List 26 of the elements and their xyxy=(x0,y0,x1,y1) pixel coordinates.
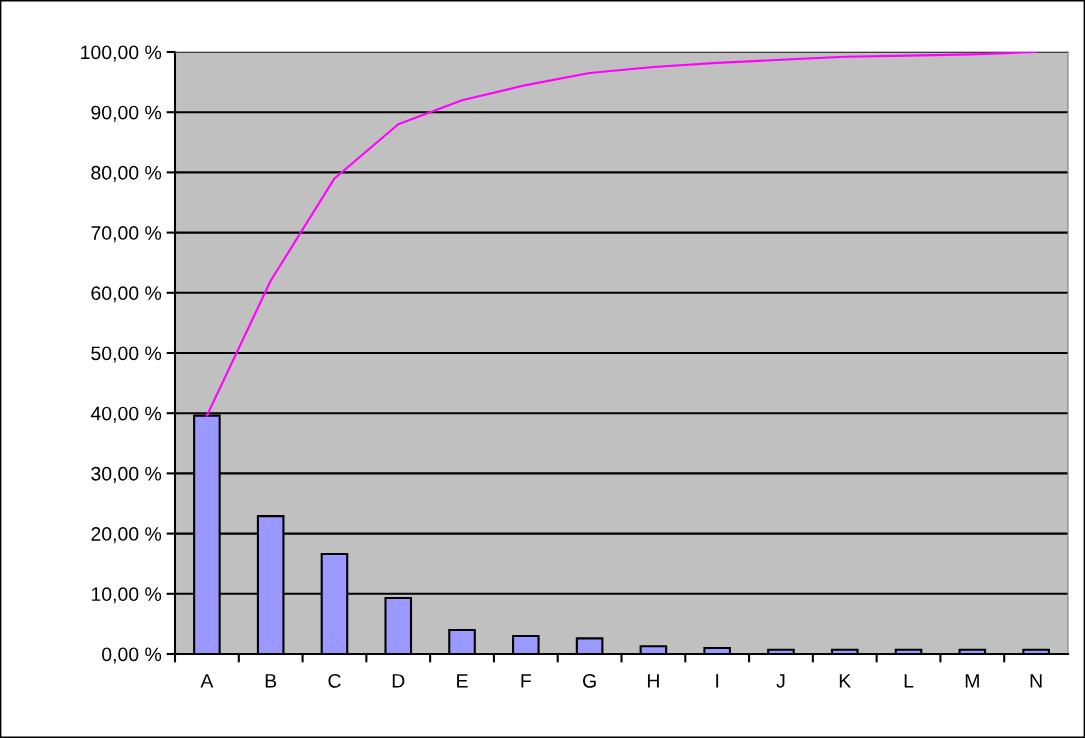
y-tick-label: 20,00 % xyxy=(91,527,162,544)
y-tick-label: 50,00 % xyxy=(91,346,162,363)
y-tick-label: 0,00 % xyxy=(102,647,162,664)
x-tick-label: E xyxy=(457,674,468,688)
y-tick-label: 90,00 % xyxy=(91,105,162,122)
x-tick-label: M xyxy=(965,674,979,688)
x-tick-label: N xyxy=(1030,674,1042,688)
x-tick-label: H xyxy=(647,674,659,688)
x-tick-label: B xyxy=(265,674,277,688)
line-series xyxy=(205,52,1038,417)
y-tick-label: 30,00 % xyxy=(91,466,162,483)
y-tick-label: 10,00 % xyxy=(91,587,162,604)
x-tick-label: G xyxy=(583,673,596,688)
x-tick-label: A xyxy=(200,674,214,688)
y-tick-label: 40,00 % xyxy=(90,406,162,423)
y-tick-label: 70,00 % xyxy=(91,226,162,243)
y-tick-label: 80,00 % xyxy=(91,165,162,182)
x-tick-label: D xyxy=(392,674,405,688)
x-tick-label: L xyxy=(904,674,914,688)
x-tick-label: F xyxy=(521,674,531,688)
x-tick-label: K xyxy=(839,674,852,688)
x-tick-label: J xyxy=(776,674,785,688)
x-tick-label: I xyxy=(716,674,719,688)
y-tick-label: 60,00 % xyxy=(91,286,162,303)
x-tick-label: C xyxy=(328,673,341,688)
y-tick-label: 100,00 % xyxy=(81,45,162,62)
